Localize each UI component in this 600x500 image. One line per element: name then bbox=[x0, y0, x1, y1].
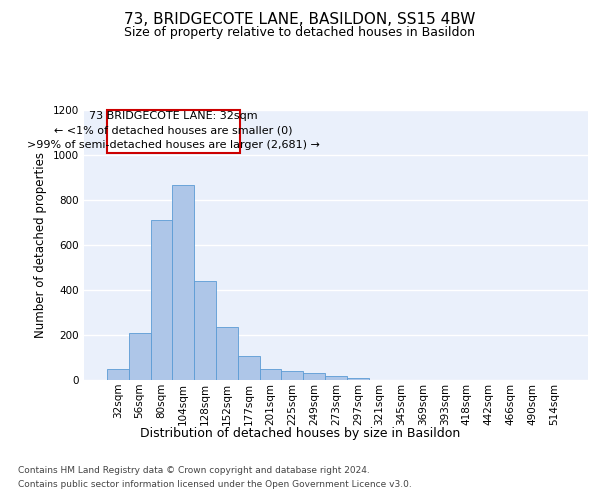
Bar bbox=[194, 281, 216, 380]
Text: ← <1% of detached houses are smaller (0): ← <1% of detached houses are smaller (0) bbox=[54, 126, 293, 136]
Text: Contains public sector information licensed under the Open Government Licence v3: Contains public sector information licen… bbox=[18, 480, 412, 489]
Bar bbox=[238, 356, 260, 380]
Text: 73, BRIDGECOTE LANE, BASILDON, SS15 4BW: 73, BRIDGECOTE LANE, BASILDON, SS15 4BW bbox=[124, 12, 476, 28]
Bar bbox=[281, 371, 303, 380]
Bar bbox=[107, 369, 129, 380]
Bar bbox=[216, 327, 238, 380]
Bar bbox=[260, 369, 281, 380]
Bar bbox=[325, 376, 347, 380]
Text: Distribution of detached houses by size in Basildon: Distribution of detached houses by size … bbox=[140, 428, 460, 440]
Bar bbox=[303, 373, 325, 380]
Bar bbox=[347, 378, 369, 380]
Y-axis label: Number of detached properties: Number of detached properties bbox=[34, 152, 47, 338]
Text: Size of property relative to detached houses in Basildon: Size of property relative to detached ho… bbox=[125, 26, 476, 39]
Bar bbox=[107, 110, 240, 153]
Text: 73 BRIDGECOTE LANE: 32sqm: 73 BRIDGECOTE LANE: 32sqm bbox=[89, 112, 258, 122]
Bar bbox=[129, 333, 151, 380]
Bar bbox=[151, 220, 172, 380]
Bar bbox=[172, 186, 194, 380]
Text: >99% of semi-detached houses are larger (2,681) →: >99% of semi-detached houses are larger … bbox=[27, 140, 320, 150]
Text: Contains HM Land Registry data © Crown copyright and database right 2024.: Contains HM Land Registry data © Crown c… bbox=[18, 466, 370, 475]
